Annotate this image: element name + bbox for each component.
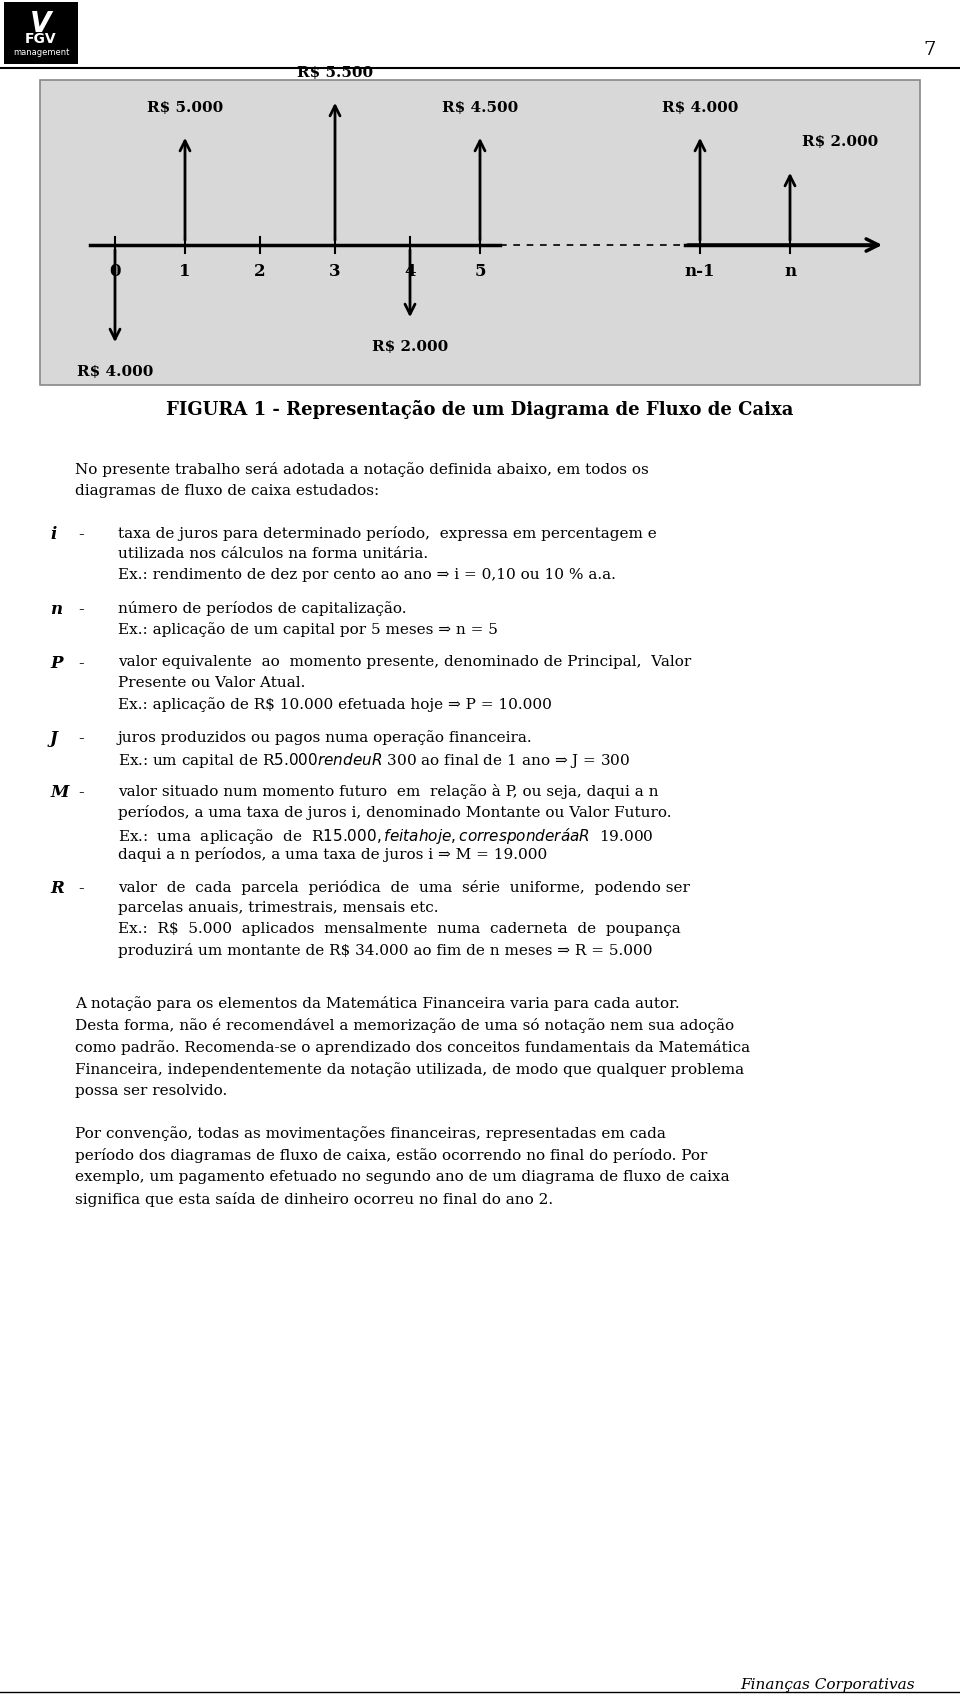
Text: Ex.: aplicação de R$ 10.000 efetuada hoje ⇒ P = 10.000: Ex.: aplicação de R$ 10.000 efetuada hoj…	[118, 697, 552, 713]
Text: Financeira, independentemente da notação utilizada, de modo que qualquer problem: Financeira, independentemente da notação…	[75, 1061, 744, 1077]
Text: R$ 2.000: R$ 2.000	[372, 340, 448, 354]
Text: produzirá um montante de R$ 34.000 ao fim de n meses ⇒ R = 5.000: produzirá um montante de R$ 34.000 ao fi…	[118, 942, 653, 958]
Text: n: n	[784, 264, 796, 281]
Text: Ex.: um capital de R$ 5.000 rendeu R$ 300 ao final de 1 ano ⇒ J = 300: Ex.: um capital de R$ 5.000 rendeu R$ 30…	[118, 752, 631, 771]
Text: valor  de  cada  parcela  periódica  de  uma  série  uniforme,  podendo ser: valor de cada parcela periódica de uma s…	[118, 879, 690, 895]
Text: R$ 4.000: R$ 4.000	[77, 366, 154, 379]
Text: management: management	[12, 48, 69, 58]
Text: FGV: FGV	[25, 32, 57, 46]
Text: como padrão. Recomenda-se o aprendizado dos conceitos fundamentais da Matemática: como padrão. Recomenda-se o aprendizado …	[75, 1039, 750, 1055]
Text: períodos, a uma taxa de juros i, denominado Montante ou Valor Futuro.: períodos, a uma taxa de juros i, denomin…	[118, 805, 671, 820]
Text: A notação para os elementos da Matemática Financeira varia para cada autor.: A notação para os elementos da Matemátic…	[75, 997, 680, 1010]
Text: taxa de juros para determinado período,  expressa em percentagem e: taxa de juros para determinado período, …	[118, 526, 657, 541]
Text: daqui a n períodos, a uma taxa de juros i ⇒ M = 19.000: daqui a n períodos, a uma taxa de juros …	[118, 847, 547, 862]
Text: n-1: n-1	[684, 264, 715, 281]
Text: número de períodos de capitalização.: número de períodos de capitalização.	[118, 600, 406, 616]
Text: valor situado num momento futuro  em  relação à P, ou seja, daqui a n: valor situado num momento futuro em rela…	[118, 784, 659, 799]
Text: -: -	[78, 600, 84, 617]
Text: R$ 4.000: R$ 4.000	[661, 100, 738, 116]
Text: R$ 4.500: R$ 4.500	[442, 100, 518, 116]
Text: -: -	[78, 879, 84, 896]
Text: Ex.:  uma  aplicação  de  R$  15.000,  feita  hoje,  corresponderá  a  R$  19.00: Ex.: uma aplicação de R$ 15.000, feita h…	[118, 827, 654, 845]
Text: Presente ou Valor Atual.: Presente ou Valor Atual.	[118, 675, 305, 691]
Text: 2: 2	[254, 264, 266, 281]
Text: exemplo, um pagamento efetuado no segundo ano de um diagrama de fluxo de caixa: exemplo, um pagamento efetuado no segund…	[75, 1170, 730, 1184]
Text: Finanças Corporativas: Finanças Corporativas	[740, 1677, 915, 1692]
Text: Ex.:  R$  5.000  aplicados  mensalmente  numa  caderneta  de  poupança: Ex.: R$ 5.000 aplicados mensalmente numa…	[118, 922, 681, 936]
Text: Ex.: rendimento de dez por cento ao ano ⇒ i = 0,10 ou 10 % a.a.: Ex.: rendimento de dez por cento ao ano …	[118, 568, 616, 582]
Text: -: -	[78, 655, 84, 672]
Bar	[4, 2, 78, 65]
Text: n: n	[50, 600, 62, 617]
Text: i: i	[50, 526, 57, 543]
Text: -: -	[78, 730, 84, 747]
Text: valor equivalente  ao  momento presente, denominado de Principal,  Valor: valor equivalente ao momento presente, d…	[118, 655, 691, 668]
Text: R$ 5.500: R$ 5.500	[297, 66, 373, 80]
Text: -: -	[78, 526, 84, 543]
Text: 7: 7	[924, 41, 936, 60]
Text: M: M	[50, 784, 68, 801]
Text: diagramas de fluxo de caixa estudados:: diagramas de fluxo de caixa estudados:	[75, 485, 379, 498]
Text: R$ 5.000: R$ 5.000	[147, 100, 223, 116]
Text: utilizada nos cálculos na forma unitária.: utilizada nos cálculos na forma unitária…	[118, 548, 428, 561]
Text: Ex.: aplicação de um capital por 5 meses ⇒ n = 5: Ex.: aplicação de um capital por 5 meses…	[118, 623, 498, 636]
Text: P: P	[50, 655, 62, 672]
Text: possa ser resolvido.: possa ser resolvido.	[75, 1084, 228, 1099]
Bar	[40, 80, 920, 384]
Text: Desta forma, não é recomendável a memorização de uma só notação nem sua adoção: Desta forma, não é recomendável a memori…	[75, 1017, 734, 1033]
Text: R$ 2.000: R$ 2.000	[802, 134, 878, 150]
Text: 4: 4	[404, 264, 416, 281]
Text: 0: 0	[109, 264, 121, 281]
Text: 3: 3	[329, 264, 341, 281]
Text: R: R	[50, 879, 64, 896]
Text: V: V	[31, 10, 52, 37]
Text: J: J	[50, 730, 58, 747]
Text: período dos diagramas de fluxo de caixa, estão ocorrendo no final do período. Po: período dos diagramas de fluxo de caixa,…	[75, 1148, 708, 1163]
Text: Por convenção, todas as movimentações financeiras, representadas em cada: Por convenção, todas as movimentações fi…	[75, 1126, 666, 1141]
Text: FIGURA 1 - Representação de um Diagrama de Fluxo de Caixa: FIGURA 1 - Representação de um Diagrama …	[166, 400, 794, 418]
Text: No presente trabalho será adotada a notação definida abaixo, em todos os: No presente trabalho será adotada a nota…	[75, 463, 649, 476]
Text: parcelas anuais, trimestrais, mensais etc.: parcelas anuais, trimestrais, mensais et…	[118, 902, 439, 915]
Text: juros produzidos ou pagos numa operação financeira.: juros produzidos ou pagos numa operação …	[118, 730, 533, 745]
Text: 5: 5	[474, 264, 486, 281]
Text: -: -	[78, 784, 84, 801]
Text: significa que esta saída de dinheiro ocorreu no final do ano 2.: significa que esta saída de dinheiro oco…	[75, 1192, 553, 1208]
Text: 1: 1	[180, 264, 191, 281]
